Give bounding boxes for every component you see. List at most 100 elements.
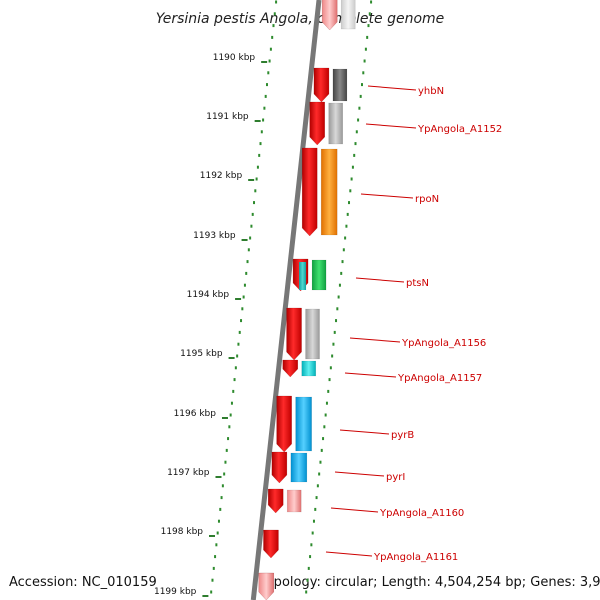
gene-arrow — [313, 67, 330, 103]
gene-block — [311, 259, 327, 291]
ruler-dot — [364, 47, 367, 51]
ruler-dot — [357, 118, 360, 122]
ruler-dot — [236, 354, 239, 358]
kbp-tick-label: 1197 kbp — [167, 468, 210, 478]
ruler-dot — [314, 507, 317, 511]
kbp-tick-mark — [202, 595, 209, 597]
gene-arrow — [321, 0, 338, 31]
ruler-dot — [305, 590, 308, 594]
ruler-dot — [342, 248, 345, 252]
ruler-dot — [260, 130, 263, 134]
ruler-dot — [262, 118, 265, 122]
label-leader-line — [330, 507, 379, 513]
ruler-dot — [220, 496, 223, 500]
ruler-dot — [324, 413, 327, 417]
ruler-dot — [338, 283, 341, 287]
kbp-tick-mark — [221, 417, 228, 419]
label-leader-line — [334, 471, 385, 477]
ruler-dot — [320, 448, 323, 452]
gene-arrow — [309, 101, 325, 146]
ruler-dot — [249, 236, 252, 240]
ruler-dot — [329, 366, 332, 370]
gene-label: YpAngola_A1157 — [397, 373, 482, 384]
ruler-dot — [271, 35, 274, 39]
ruler-dot — [238, 330, 241, 334]
ruler-dot — [234, 366, 237, 370]
label-leader-line — [349, 337, 401, 343]
ruler-dot — [316, 484, 319, 488]
ruler-dot — [228, 425, 231, 429]
ruler-dot — [250, 224, 253, 228]
kbp-tick-label: 1190 kbp — [213, 53, 256, 63]
label-leader-line — [355, 277, 405, 283]
ruler-dot — [247, 248, 250, 252]
ruler-dot — [243, 283, 246, 287]
ruler-dot — [355, 130, 358, 134]
topology-text: Topology: circular; Length: 4,504,254 bp… — [259, 575, 600, 590]
gene-block — [332, 68, 348, 102]
ruler-dot — [225, 448, 228, 452]
ruler-dot — [335, 319, 338, 323]
gene-block — [299, 262, 307, 290]
ruler-dot — [353, 153, 356, 157]
ruler-dot — [216, 531, 219, 535]
label-leader-line — [339, 429, 390, 435]
gene-label: YpAngola_A1156 — [401, 338, 486, 349]
ruler-dot — [310, 543, 313, 547]
ruler-dot — [241, 307, 244, 311]
ruler-dot — [340, 271, 343, 275]
backbone-line — [250, 0, 322, 600]
ruler-dot — [363, 59, 366, 63]
ruler-dot — [318, 472, 321, 476]
ruler-dot — [370, 0, 373, 4]
gene-block — [295, 396, 312, 452]
gene-arrow — [267, 488, 284, 514]
ruler-dot — [237, 342, 240, 346]
kbp-tick-label: 1192 kbp — [200, 171, 243, 181]
ruler-dot — [327, 389, 330, 393]
gene-block — [301, 360, 317, 377]
ruler-dot — [230, 401, 233, 405]
kbp-tick-label: 1199 kbp — [154, 587, 197, 597]
ruler-dot — [319, 460, 322, 464]
ruler-dot — [212, 566, 215, 570]
ruler-dot — [223, 472, 226, 476]
gene-features — [258, 0, 356, 600]
ruler-dot — [322, 437, 325, 441]
ruler-dot — [215, 543, 218, 547]
ruler-dot — [312, 519, 315, 523]
kbp-tick-label: 1191 kbp — [206, 112, 249, 122]
ruler-dot — [333, 330, 336, 334]
gene-block — [290, 452, 308, 483]
kbp-tick-label: 1194 kbp — [187, 290, 230, 300]
ruler-dot — [315, 496, 318, 500]
ruler-dot — [251, 212, 254, 216]
ruler-dot — [255, 177, 258, 181]
kbp-tick-mark — [228, 357, 235, 359]
kbp-ticks: 1190 kbp 1191 kbp 1192 kbp 1193 kbp 1194 kbp… — [154, 53, 268, 597]
gene-arrow — [286, 307, 302, 361]
kbp-tick-label: 1198 kbp — [161, 527, 204, 537]
ruler-dot — [341, 260, 344, 264]
ruler-dot — [358, 106, 361, 110]
ruler-dot — [221, 484, 224, 488]
ruler-dot — [245, 271, 248, 275]
ruler-dot — [265, 83, 268, 87]
ruler-dot — [267, 71, 270, 75]
ruler-dot — [259, 142, 262, 146]
gene-arrow — [271, 451, 288, 484]
ruler-dot — [366, 35, 369, 39]
ruler-dot — [325, 401, 328, 405]
gene-block — [286, 489, 302, 513]
kbp-tick-label: 1196 kbp — [174, 409, 217, 419]
kbp-tick-mark — [235, 298, 242, 300]
kbp-tick-label: 1193 kbp — [193, 231, 236, 241]
kbp-tick-mark — [254, 120, 261, 122]
ruler-dot — [256, 165, 259, 169]
ruler-dot — [332, 342, 335, 346]
gene-label: YpAngola_A1160 — [379, 508, 464, 519]
ruler-dot — [359, 94, 362, 98]
ruler-dot — [306, 578, 309, 582]
ruler-dot — [258, 153, 261, 157]
